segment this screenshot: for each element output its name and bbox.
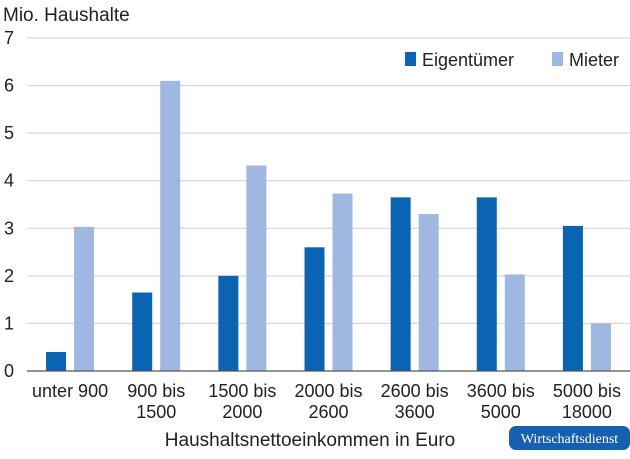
y-tick-label: 6 [4, 76, 14, 96]
bar-eigentuemer [132, 292, 153, 371]
y-tick-label: 1 [4, 313, 14, 333]
x-tick-label: 5000 bis [553, 381, 621, 401]
bar-mieter [418, 214, 439, 371]
bar-mieter [590, 323, 611, 371]
x-tick-label: 5000 [481, 402, 521, 422]
legend-label: Mieter [569, 50, 619, 70]
x-tick-label: 3600 [395, 402, 435, 422]
y-tick-label: 0 [4, 361, 14, 381]
x-axis-title: Haushaltsnettoeinkommen in Euro [165, 430, 455, 451]
bar-eigentuemer [562, 225, 583, 371]
bar-eigentuemer [390, 197, 411, 371]
legend-swatch [405, 52, 416, 66]
y-tick-label: 4 [4, 171, 14, 191]
grid-lines [27, 37, 630, 324]
x-tick-label: 1500 [136, 402, 176, 422]
wirtschaftsdienst-badge: Wirtschaftsdienst [509, 426, 630, 450]
x-tick-label: 2600 bis [381, 381, 449, 401]
x-tick-label: 1500 bis [208, 381, 276, 401]
bar-eigentuemer [304, 247, 325, 371]
x-tick-label: 3600 bis [467, 381, 535, 401]
y-tick-label: 5 [4, 123, 14, 143]
y-tick-label: 3 [4, 218, 14, 238]
bar-eigentuemer [218, 275, 239, 371]
bar-mieter [74, 226, 95, 371]
bar-eigentuemer [476, 197, 497, 371]
x-tick-label: 2000 [222, 402, 262, 422]
bars [46, 80, 611, 372]
y-axis-title: Mio. Haushalte [3, 5, 130, 26]
bar-eigentuemer [46, 351, 67, 371]
x-tick-label: unter 900 [32, 381, 108, 401]
badge-label: Wirtschaftsdienst [521, 432, 619, 447]
legend-swatch [552, 52, 563, 66]
x-tick-label: 900 bis [127, 381, 185, 401]
legend: Eigentümer Mieter [405, 50, 619, 70]
bar-mieter [160, 80, 181, 372]
bar-mieter [332, 193, 353, 371]
x-tick-label: 2000 bis [294, 381, 362, 401]
legend-label: Eigentümer [422, 50, 514, 70]
y-tick-label: 7 [4, 28, 14, 48]
bar-mieter [504, 274, 525, 371]
bar-mieter [246, 165, 267, 371]
x-tick-label: 2600 [308, 402, 348, 422]
x-tick-label: 18000 [562, 402, 612, 422]
y-tick-label: 2 [4, 266, 14, 286]
badge-background [509, 426, 630, 450]
